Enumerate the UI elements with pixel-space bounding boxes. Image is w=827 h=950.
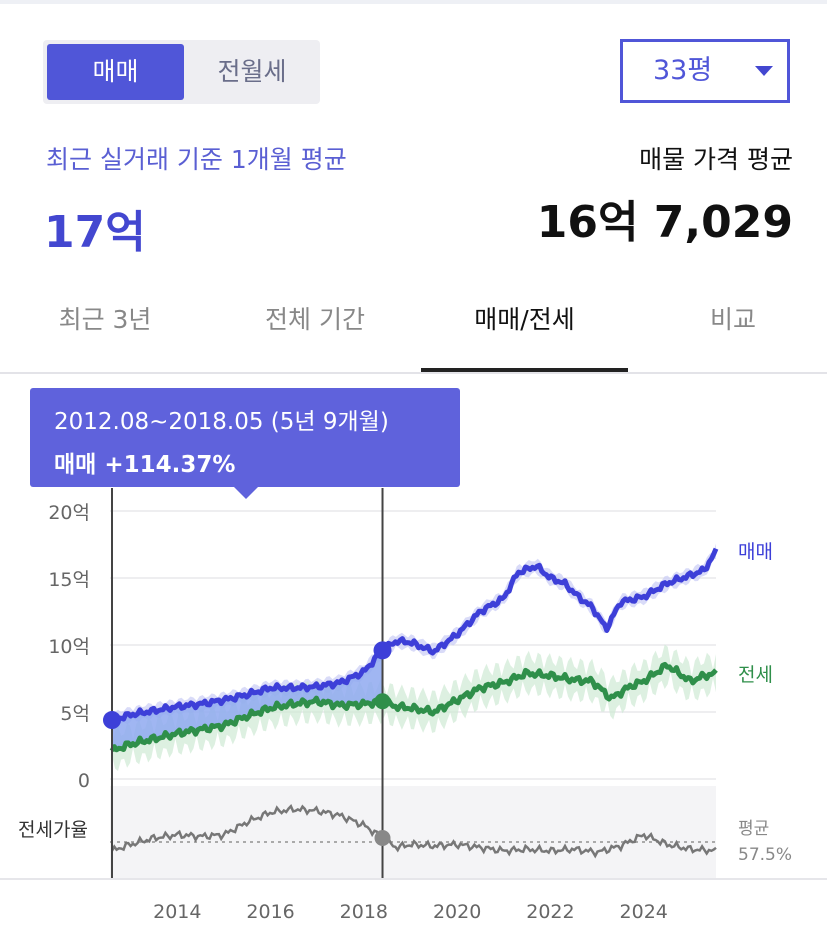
top-divider <box>0 0 827 4</box>
selection-area <box>112 650 383 751</box>
listing-average-price: 16억 7,029 <box>536 197 793 248</box>
trade-type-toggle: 매매 전월세 <box>43 40 320 104</box>
listing-average-label: 매물 가격 평균 <box>639 145 793 174</box>
x-tick-label: 2022 <box>526 901 574 923</box>
y-tick-label: 15억 <box>48 569 90 591</box>
recent-trade-label: 최근 실거래 기준 1개월 평균 <box>46 145 347 174</box>
tooltip-range: 2012.08~2018.05 (5년 9개월) <box>54 409 389 435</box>
price-chart[interactable]: 0 5억 10억 15억 20억 2014 2016 2018 2020 2022 2024 매매… <box>0 378 827 950</box>
tooltip-arrow-icon <box>234 487 258 499</box>
tabs-divider <box>0 372 827 374</box>
sale-end-marker <box>373 641 392 660</box>
toggle-rent[interactable]: 전월세 <box>217 57 287 86</box>
tab-sale-jeonse[interactable]: 매매/전세 <box>474 305 575 334</box>
x-tick-label: 2020 <box>433 901 481 923</box>
jeonse-series-line <box>109 661 718 753</box>
sale-start-marker <box>103 711 121 730</box>
tooltip-change: 매매 +114.37% <box>54 452 236 478</box>
caret-down-icon <box>755 66 773 76</box>
legend-jeonse: 전세 <box>738 664 773 686</box>
jeonse-end-marker <box>374 693 391 710</box>
tab-compare[interactable]: 비교 <box>709 305 756 334</box>
tab-all-period[interactable]: 전체 기간 <box>265 305 365 334</box>
tab-recent-3y[interactable]: 최근 3년 <box>58 305 152 334</box>
y-tick-label: 0 <box>78 770 90 792</box>
legend-sale: 매매 <box>738 541 773 563</box>
x-tick-label: 2018 <box>340 901 388 923</box>
y-tick-label: 20억 <box>48 502 90 524</box>
ratio-avg-value: 57.5% <box>738 845 792 865</box>
ratio-panel-bg <box>110 786 716 880</box>
ratio-axis-label: 전세가율 <box>18 819 88 841</box>
sale-series-line <box>109 547 719 722</box>
x-tick-label: 2016 <box>246 901 294 923</box>
x-tick-label: 2014 <box>153 901 201 923</box>
toggle-sale[interactable]: 매매 <box>47 44 184 100</box>
y-tick-label: 10억 <box>48 636 90 658</box>
ratio-series-line <box>110 803 717 859</box>
x-tick-label: 2024 <box>620 901 668 923</box>
ratio-avg-label: 평균 <box>738 819 769 839</box>
recent-trade-price: 17억 <box>44 207 146 258</box>
selection-tooltip: 2012.08~2018.05 (5년 9개월) 매매 +114.37% <box>30 388 460 487</box>
y-tick-label: 5억 <box>60 703 90 725</box>
ratio-end-marker <box>374 830 391 846</box>
area-dropdown[interactable]: 33평 <box>620 39 790 103</box>
area-dropdown-value: 33평 <box>653 55 713 86</box>
period-tabs: 최근 3년 전체 기간 매매/전세 비교 <box>0 290 827 372</box>
active-tab-indicator <box>421 368 628 372</box>
